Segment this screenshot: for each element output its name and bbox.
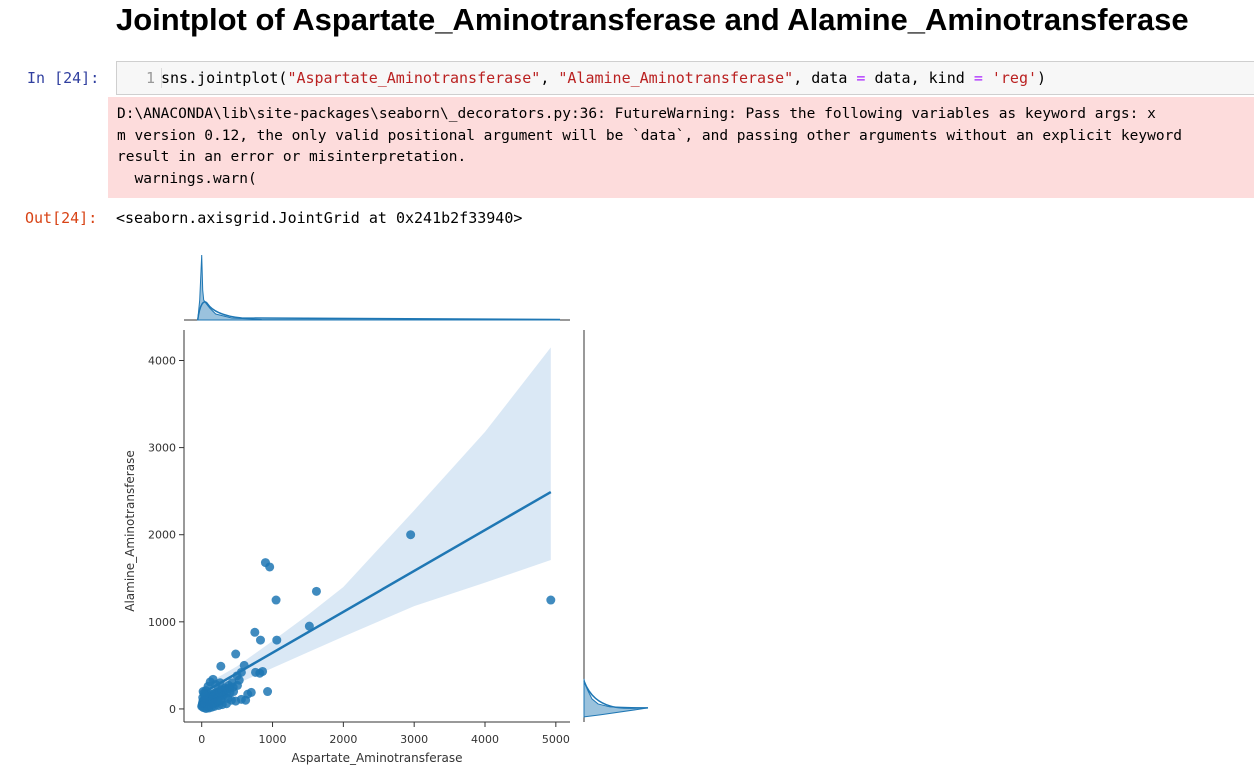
data-point bbox=[263, 687, 273, 697]
data-point bbox=[231, 649, 241, 659]
x-axis-label: Aspartate_Aminotransferase bbox=[291, 751, 462, 765]
stderr-line: warnings.warn( bbox=[117, 170, 257, 187]
code-token: , bbox=[540, 69, 559, 87]
data-point bbox=[272, 635, 282, 645]
data-point bbox=[304, 621, 314, 631]
data-point bbox=[239, 660, 249, 670]
y-tick-label: 1000 bbox=[148, 616, 176, 629]
code-line[interactable]: sns.jointplot("Aspartate_Aminotransferas… bbox=[161, 68, 1046, 88]
code-token: ) bbox=[1037, 69, 1047, 87]
x-tick-label: 4000 bbox=[471, 733, 499, 746]
right-marginal-histogram bbox=[583, 678, 649, 718]
data-point bbox=[255, 635, 265, 645]
y-tick-label: 3000 bbox=[148, 442, 176, 455]
data-point bbox=[406, 530, 416, 540]
output-text: <seaborn.axisgrid.JointGrid at 0x241b2f3… bbox=[116, 209, 523, 227]
stderr-line: D:\ANACONDA\lib\site-packages\seaborn\_d… bbox=[117, 106, 1156, 122]
y-tick-label: 2000 bbox=[148, 529, 176, 542]
x-tick-label: 2000 bbox=[329, 733, 357, 746]
data-point bbox=[215, 678, 225, 688]
page-title: Jointplot of Aspartate_Aminotransferase … bbox=[116, 2, 1189, 37]
input-prompt: In [24]: bbox=[27, 69, 100, 87]
code-token: "Aspartate_Aminotransferase" bbox=[287, 69, 541, 87]
code-token: , data bbox=[793, 69, 857, 87]
right-marginal-kde bbox=[583, 680, 649, 709]
output-prompt: Out[24]: bbox=[25, 209, 98, 227]
regression-line bbox=[201, 490, 552, 695]
data-point bbox=[546, 595, 556, 605]
line-number: 1 bbox=[125, 68, 162, 88]
x-tick-label: 1000 bbox=[259, 733, 287, 746]
code-token: 'reg' bbox=[991, 69, 1038, 87]
data-point bbox=[246, 687, 256, 697]
top-marginal-histogram bbox=[197, 254, 561, 321]
stderr-output: D:\ANACONDA\lib\site-packages\seaborn\_d… bbox=[108, 97, 1254, 198]
x-tick-label: 0 bbox=[198, 733, 205, 746]
code-token: sns.jointplot( bbox=[161, 69, 288, 87]
data-point bbox=[250, 627, 260, 637]
data-point bbox=[232, 680, 242, 690]
stderr-line: result in an error or misinterpretation. bbox=[117, 149, 467, 165]
stderr-line: m version 0.12, the only valid positiona… bbox=[117, 127, 1183, 144]
y-axis-label: Alamine_Aminotransferase bbox=[123, 450, 137, 611]
y-tick-label: 4000 bbox=[148, 354, 176, 367]
x-tick-label: 3000 bbox=[400, 733, 428, 746]
code-token: "Alamine_Aminotransferase" bbox=[558, 69, 794, 87]
data-point bbox=[311, 586, 321, 596]
data-point bbox=[251, 667, 261, 677]
code-token: = bbox=[856, 69, 866, 87]
code-token: data, kind bbox=[865, 69, 974, 87]
x-tick-label: 5000 bbox=[542, 733, 570, 746]
code-token: = bbox=[973, 69, 983, 87]
code-cell[interactable]: 1 sns.jointplot("Aspartate_Aminotransfer… bbox=[116, 61, 1254, 95]
top-marginal-kde bbox=[196, 301, 561, 321]
data-point bbox=[216, 661, 226, 671]
data-point bbox=[271, 595, 281, 605]
data-point bbox=[265, 562, 275, 572]
confidence-band bbox=[202, 347, 551, 700]
y-tick-label: 0 bbox=[169, 703, 176, 716]
data-point bbox=[215, 696, 225, 706]
